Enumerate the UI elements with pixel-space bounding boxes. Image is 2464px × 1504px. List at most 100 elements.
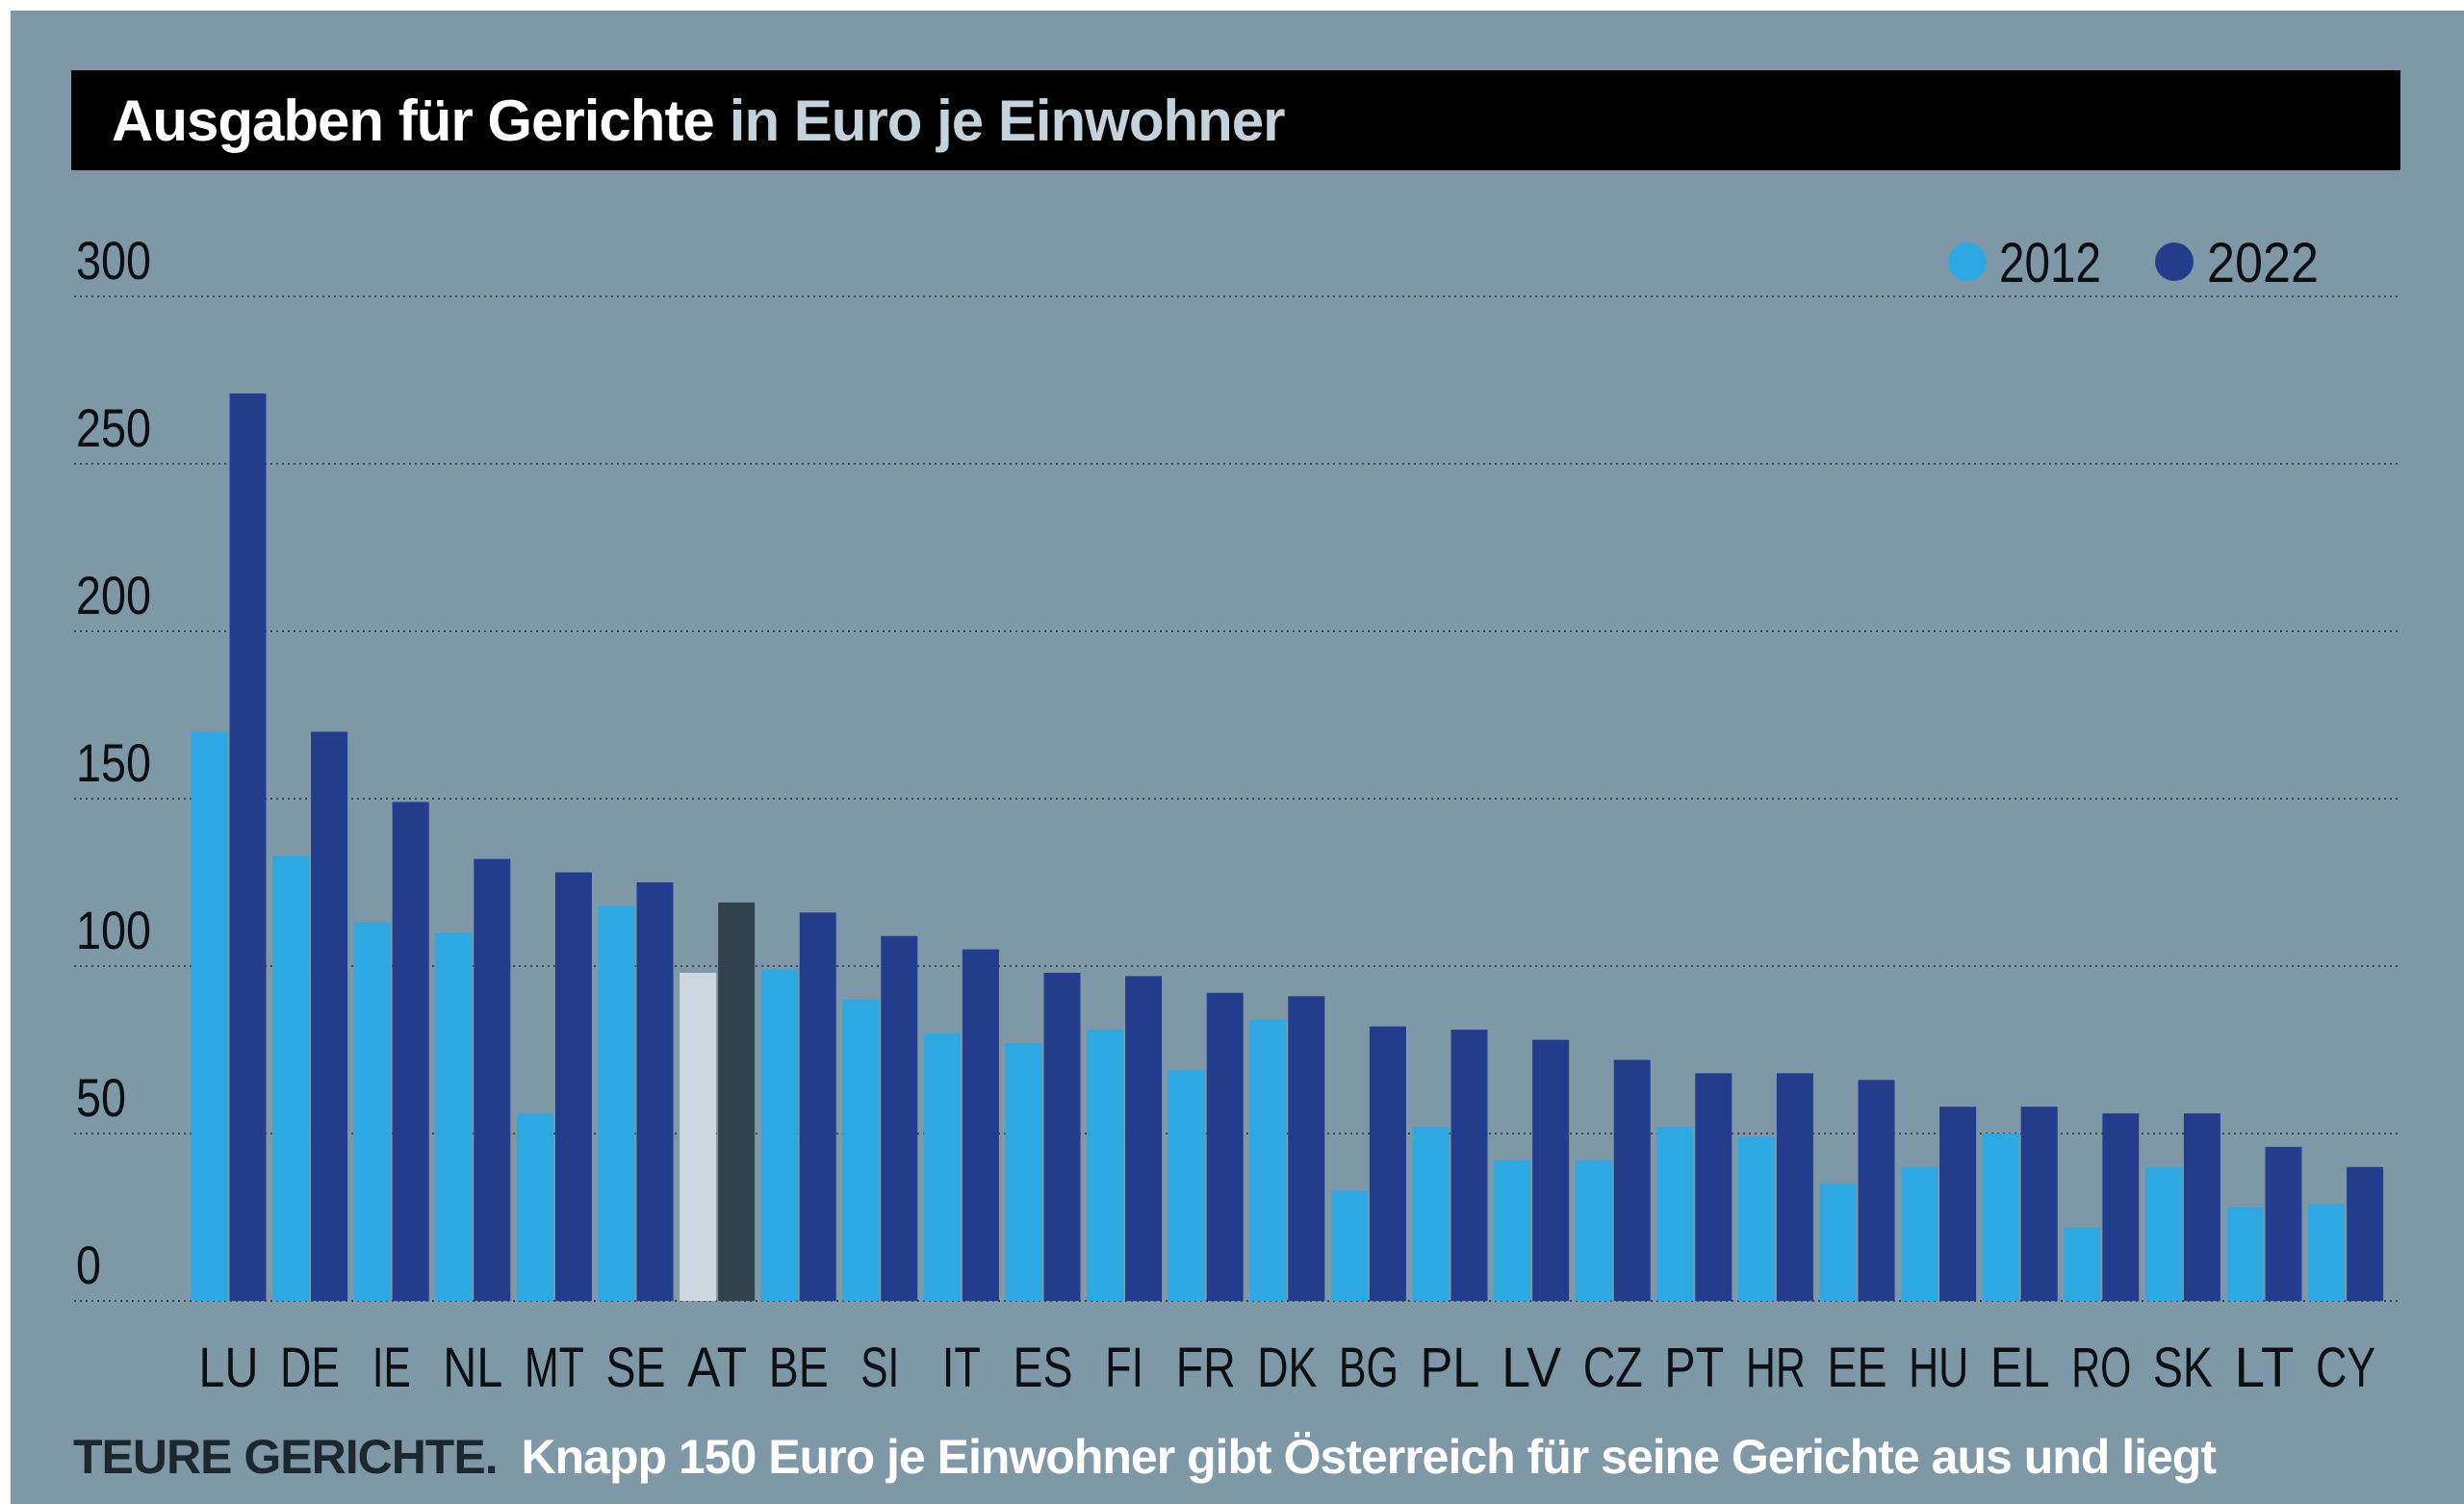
bar-2022-IT — [962, 949, 999, 1301]
x-tick-label-DE: DE — [280, 1337, 340, 1399]
legend-label-2022: 2022 — [2207, 232, 2319, 294]
bar-2022-NL — [474, 858, 511, 1301]
bar-2012-SK — [2144, 1166, 2182, 1301]
bar-2012-CY — [2308, 1204, 2346, 1301]
y-tick-label-100: 100 — [76, 900, 151, 960]
bar-2012-LT — [2226, 1207, 2264, 1301]
bar-2012-FR — [1168, 1069, 1205, 1301]
bar-2012-BG — [1330, 1190, 1368, 1301]
bar-2022-AT — [718, 902, 756, 1301]
bar-2012-EL — [1982, 1134, 2019, 1301]
x-tick-label-SK: SK — [2153, 1337, 2213, 1399]
y-tick-label-250: 250 — [76, 397, 151, 458]
x-tick-label-BE: BE — [769, 1337, 829, 1399]
x-tick-label-RO: RO — [2071, 1337, 2131, 1399]
x-tick-label-HR: HR — [1746, 1337, 1806, 1399]
bar-2012-IT — [923, 1032, 961, 1301]
x-tick-label-FI: FI — [1105, 1337, 1143, 1399]
bar-2022-BE — [799, 912, 836, 1301]
bar-2022-HR — [1776, 1073, 1813, 1301]
y-tick-label-50: 50 — [76, 1067, 126, 1128]
bar-2012-CZ — [1575, 1160, 1612, 1301]
bar-2022-LT — [2265, 1146, 2302, 1301]
bar-2022-IE — [392, 802, 429, 1301]
bar-2022-SK — [2183, 1113, 2220, 1301]
bar-2012-HR — [1737, 1136, 1775, 1301]
x-tick-label-SI: SI — [860, 1337, 899, 1399]
bar-2012-HU — [1901, 1166, 1938, 1301]
x-tick-label-EL: EL — [1990, 1337, 2050, 1399]
x-tick-label-CY: CY — [2316, 1337, 2375, 1399]
bar-2022-FI — [1125, 976, 1163, 1301]
bar-2022-PT — [1695, 1073, 1732, 1301]
caption-lead: TEURE GERICHTE. — [73, 1430, 499, 1484]
bar-2022-SI — [881, 935, 918, 1301]
bar-2022-FR — [1206, 992, 1244, 1301]
bar-2012-DE — [272, 855, 310, 1301]
bar-2012-LV — [1494, 1160, 1531, 1301]
bar-2022-DE — [311, 731, 348, 1301]
x-tick-label-AT: AT — [687, 1337, 747, 1399]
x-tick-label-NL: NL — [443, 1337, 502, 1399]
x-tick-label-PL: PL — [1421, 1337, 1480, 1399]
x-tick-label-CZ: CZ — [1583, 1337, 1643, 1399]
x-tick-label-ES: ES — [1014, 1337, 1073, 1399]
bar-2012-PT — [1656, 1127, 1694, 1301]
bar-2012-DK — [1249, 1019, 1287, 1301]
x-tick-label-LU: LU — [199, 1337, 259, 1399]
x-tick-label-IE: IE — [372, 1337, 411, 1399]
bar-2022-EL — [2020, 1107, 2058, 1301]
x-tick-label-HU: HU — [1909, 1337, 1968, 1399]
bar-2012-NL — [435, 932, 473, 1301]
caption-text: Knapp 150 Euro je Einwohner gibt Österre… — [521, 1430, 2217, 1484]
x-tick-label-IT: IT — [942, 1337, 981, 1399]
chart-subtitle: in Euro je Einwohner — [729, 88, 1286, 153]
bar-2012-FI — [1087, 1030, 1124, 1301]
bar-2022-CZ — [1613, 1059, 1651, 1301]
bar-2022-MT — [554, 872, 592, 1301]
bar-2022-LU — [229, 393, 267, 1301]
x-tick-label-PT: PT — [1664, 1337, 1724, 1399]
x-tick-label-MT: MT — [525, 1337, 584, 1399]
bar-2012-EE — [1819, 1184, 1857, 1301]
bar-2012-PL — [1412, 1127, 1450, 1301]
y-tick-label-0: 0 — [76, 1235, 101, 1295]
x-tick-label-EE: EE — [1828, 1337, 1887, 1399]
bar-chart: 0 50 100 150 200 250 300 LU DE IE NL MT SE AT BE SI IT ES… — [74, 230, 2401, 1399]
bar-2022-SE — [636, 882, 674, 1301]
legend-marker-2012 — [1948, 242, 1987, 281]
bar-2012-AT — [680, 972, 717, 1301]
x-tick-label-BG: BG — [1339, 1337, 1399, 1399]
bar-2022-EE — [1858, 1080, 1895, 1301]
x-tick-label-DK: DK — [1257, 1337, 1317, 1399]
bar-2022-ES — [1043, 972, 1081, 1301]
bar-2022-LV — [1532, 1039, 1570, 1301]
bar-2012-RO — [2064, 1227, 2101, 1301]
chart-panel: Ausgaben für Gerichte in Euro je Einwohn… — [11, 11, 2464, 1504]
y-tick-label-150: 150 — [76, 732, 151, 793]
bar-2012-LU — [191, 731, 228, 1301]
bar-2012-BE — [760, 969, 798, 1301]
chart-title: Ausgaben für Gerichte — [112, 88, 715, 153]
x-tick-label-FR: FR — [1176, 1337, 1236, 1399]
bar-2012-IE — [353, 922, 391, 1301]
y-tick-label-300: 300 — [76, 230, 151, 291]
x-tick-label-LT: LT — [2235, 1337, 2295, 1399]
bar-2022-PL — [1450, 1030, 1488, 1301]
bar-2022-HU — [1939, 1107, 1977, 1301]
legend-label-2012: 2012 — [1999, 232, 2101, 294]
legend-marker-2022 — [2155, 242, 2194, 281]
bar-2022-BG — [1369, 1026, 1406, 1301]
bar-2022-DK — [1288, 996, 1325, 1301]
bar-2012-MT — [516, 1113, 553, 1301]
bar-2022-CY — [2347, 1166, 2384, 1301]
y-tick-label-200: 200 — [76, 565, 151, 625]
bar-2012-SI — [842, 999, 880, 1301]
bar-2012-ES — [1005, 1043, 1042, 1301]
bar-2022-RO — [2102, 1113, 2140, 1301]
caption: TEURE GERICHTE. Knapp 150 Euro je Einwoh… — [73, 1429, 2217, 1485]
title-bar: Ausgaben für Gerichte in Euro je Einwohn… — [71, 70, 2400, 170]
x-tick-label-LV: LV — [1502, 1337, 1561, 1399]
x-tick-label-SE: SE — [606, 1337, 666, 1399]
bar-2012-SE — [598, 905, 635, 1301]
